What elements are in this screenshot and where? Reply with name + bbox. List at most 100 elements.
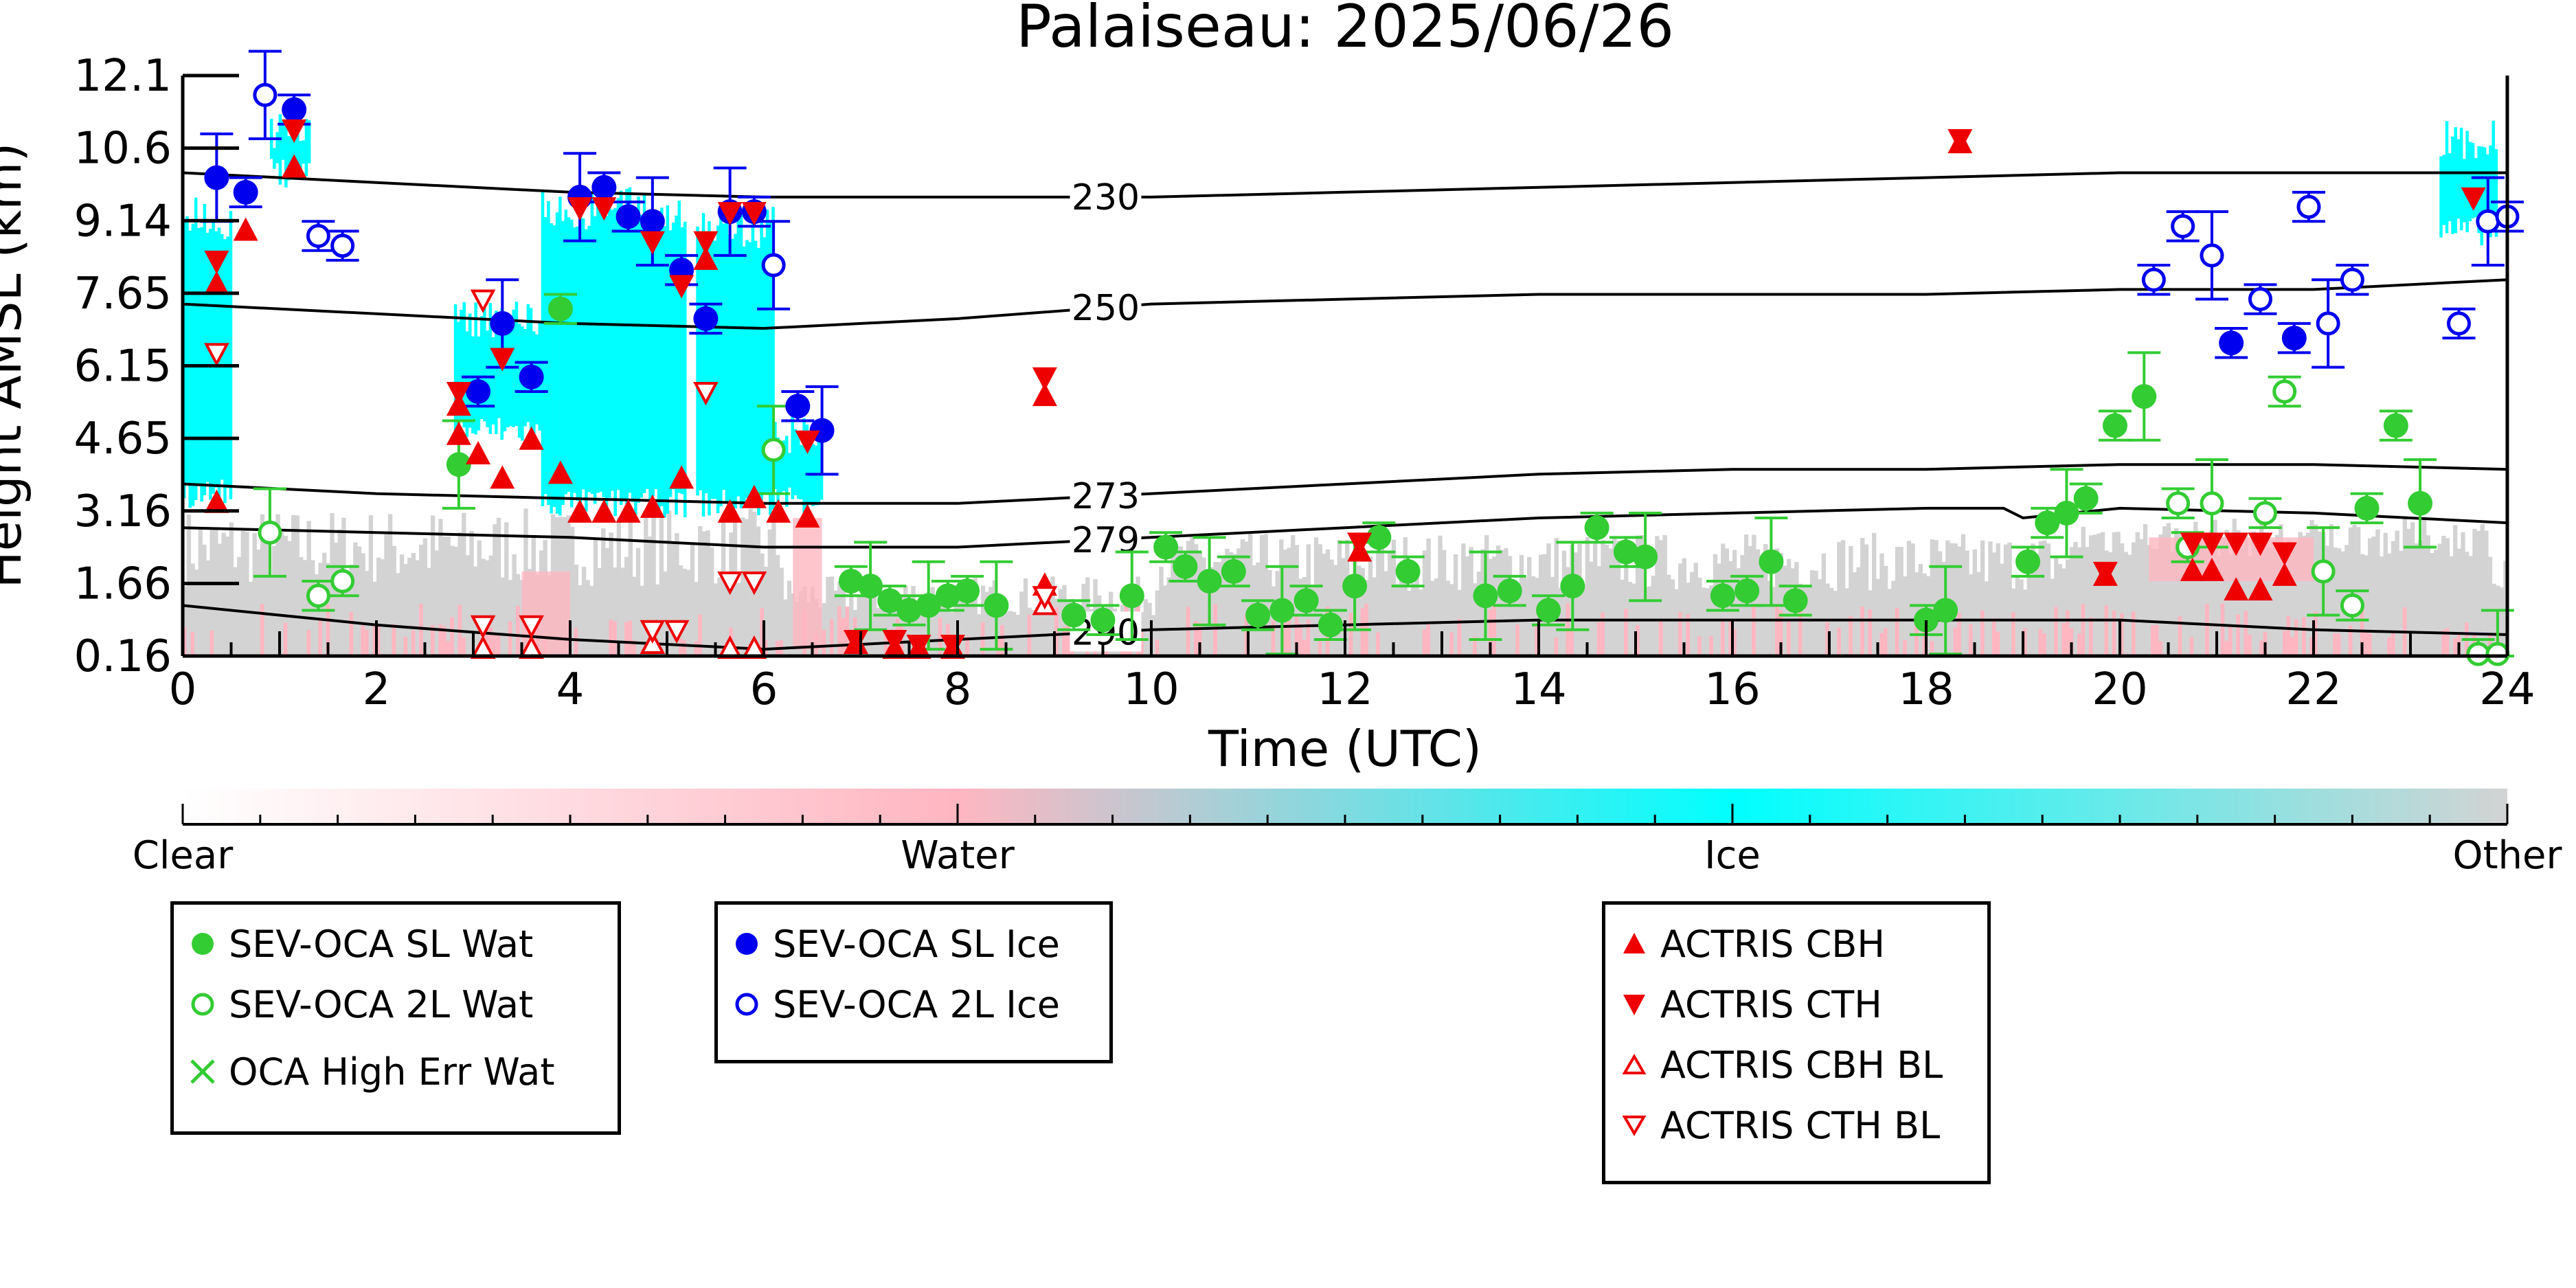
point-actris-cth <box>446 382 471 406</box>
y-tick-label: 7.65 <box>74 269 172 319</box>
point-actris-cth <box>1347 532 1372 556</box>
point-actris-cth <box>490 348 515 372</box>
x-axis-ticks: 0 2 4 6 8 10 12 14 16 18 20 22 24 <box>169 620 2535 715</box>
point-sev-oca-sl-wat <box>1090 607 1116 633</box>
y-tick-label: 6.15 <box>74 341 172 392</box>
x-tick-label: 14 <box>1511 664 1566 715</box>
isotherm-label-230: 230 <box>1072 177 1140 218</box>
x-tick-label: 8 <box>944 664 972 715</box>
point-sev-oca-sl-ice <box>615 204 641 229</box>
point-sev-oca-sl-wat <box>2132 384 2157 409</box>
x-tick-label: 24 <box>2479 664 2535 715</box>
y-tick-label: 9.14 <box>74 196 172 247</box>
point-actris-cbh <box>741 484 767 508</box>
point-sev-oca-sl-wat <box>1293 588 1319 613</box>
chart-title: Palaiseau: 2025/06/26 <box>1016 0 1674 61</box>
point-sev-oca-sl-wat <box>1342 574 1368 599</box>
point-actris-cth <box>2461 187 2486 211</box>
point-sev-oca-sl-wat <box>1245 602 1271 628</box>
x-tick-label: 20 <box>2092 664 2147 715</box>
point-actris-cbh <box>766 499 791 523</box>
point-sev-oca-sl-wat <box>2102 413 2127 438</box>
isotherm-279 <box>183 506 2507 549</box>
point-sev-oca-sl-wat <box>446 452 471 477</box>
legend-label: SEV-OCA SL Wat <box>229 922 534 966</box>
point-sev-oca-sl-wat <box>1584 515 1609 541</box>
point-actris-cth-bl <box>470 615 496 639</box>
point-sev-oca-sl-wat <box>858 574 883 599</box>
legend-item-actris-cbh-bl: ACTRIS CBH BL <box>1618 1041 1943 1089</box>
colorbar-label-other: Other <box>2452 833 2562 878</box>
x-tick-label: 4 <box>556 664 585 715</box>
x-tick-label: 0 <box>169 664 197 715</box>
point-sev-oca-sl-wat <box>2054 500 2079 526</box>
point-actris-cbh <box>591 499 617 523</box>
point-sev-oca-2l-ice <box>2296 194 2321 219</box>
legend-water: SEV-OCA SL Wat SEV-OCA 2L Wat OCA High E… <box>170 901 621 1135</box>
point-sev-oca-2l-ice <box>2476 209 2500 234</box>
point-sev-oca-2l-ice <box>2316 311 2340 336</box>
point-actris-cbh <box>615 499 641 523</box>
point-actris-cbh <box>717 499 743 523</box>
point-sev-oca-2l-wat <box>258 520 282 545</box>
data-points <box>204 82 2520 666</box>
point-sev-oca-2l-ice <box>2340 267 2364 292</box>
point-actris-cbh <box>795 504 820 528</box>
point-sev-oca-sl-wat <box>1197 569 1222 594</box>
point-sev-oca-sl-ice <box>693 306 719 331</box>
point-sev-oca-sl-wat <box>1783 588 1808 613</box>
isotherm-230 <box>183 171 2507 199</box>
point-actris-cth-bl <box>470 289 496 313</box>
classification-colorbar: Clear Water Ice Other <box>133 789 2562 878</box>
point-sev-oca-sl-wat <box>1473 583 1498 609</box>
point-sev-oca-2l-ice <box>2171 214 2195 238</box>
point-sev-oca-2l-wat <box>330 569 355 594</box>
legend-label: SEV-OCA SL Ice <box>773 922 1060 966</box>
point-sev-oca-2l-wat <box>761 438 786 462</box>
point-sev-oca-2l-ice <box>761 253 786 278</box>
point-sev-oca-sl-wat <box>1395 558 1421 584</box>
point-sev-oca-sl-ice <box>490 310 515 336</box>
point-actris-cth-bl <box>640 620 666 644</box>
point-sev-oca-sl-wat <box>2015 549 2041 574</box>
y-axis-ticks: 0.16 1.66 3.16 4.65 6.15 7.65 9.14 10.6 12.1 <box>74 51 239 682</box>
x-axis-label: Time (UTC) <box>1208 720 1482 778</box>
point-sev-oca-sl-wat <box>1633 544 1658 569</box>
point-actris-cbh <box>282 154 307 178</box>
point-actris-cbh <box>446 421 471 445</box>
x-tick-label: 18 <box>1898 664 1954 715</box>
point-sev-oca-sl-wat <box>1613 539 1638 565</box>
point-actris-cth-bl <box>204 343 229 367</box>
point-sev-oca-sl-wat <box>1173 554 1198 579</box>
isotherm-label-250: 250 <box>1072 288 1140 329</box>
y-axis-label: Height AMSL (km) <box>0 143 32 589</box>
point-sev-oca-2l-ice <box>2248 287 2272 312</box>
point-sev-oca-2l-wat <box>2200 491 2224 516</box>
point-actris-cbh <box>2199 557 2224 581</box>
y-tick-label: 12.1 <box>74 51 172 102</box>
point-sev-oca-sl-wat <box>1759 549 1784 574</box>
point-sev-oca-sl-wat <box>838 569 863 594</box>
y-tick-label: 0.16 <box>74 631 172 682</box>
point-actris-cth <box>1032 367 1057 391</box>
point-sev-oca-sl-wat <box>916 593 941 618</box>
point-sev-oca-sl-wat <box>1497 578 1522 604</box>
point-actris-cth-bl <box>1032 586 1058 610</box>
point-sev-oca-2l-ice <box>2447 311 2471 336</box>
point-actris-cbh <box>204 489 229 513</box>
legend-label: SEV-OCA 2L Ice <box>773 982 1060 1026</box>
point-sev-oca-sl-ice <box>519 364 544 389</box>
point-sev-oca-sl-wat <box>1710 583 1735 609</box>
point-sev-oca-sl-ice <box>785 394 811 419</box>
point-actris-cbh <box>669 465 694 489</box>
point-actris-cbh <box>547 460 573 484</box>
point-sev-oca-2l-wat <box>2166 491 2191 516</box>
point-sev-oca-2l-wat <box>2311 559 2336 584</box>
point-actris-cth <box>717 202 743 226</box>
point-actris-cbh <box>490 465 515 489</box>
point-actris-cth <box>591 197 617 221</box>
point-actris-cth <box>906 635 931 659</box>
point-actris-cth-bl <box>693 382 719 406</box>
x-tick-label: 16 <box>1704 664 1760 715</box>
point-actris-cbh <box>2180 557 2205 581</box>
